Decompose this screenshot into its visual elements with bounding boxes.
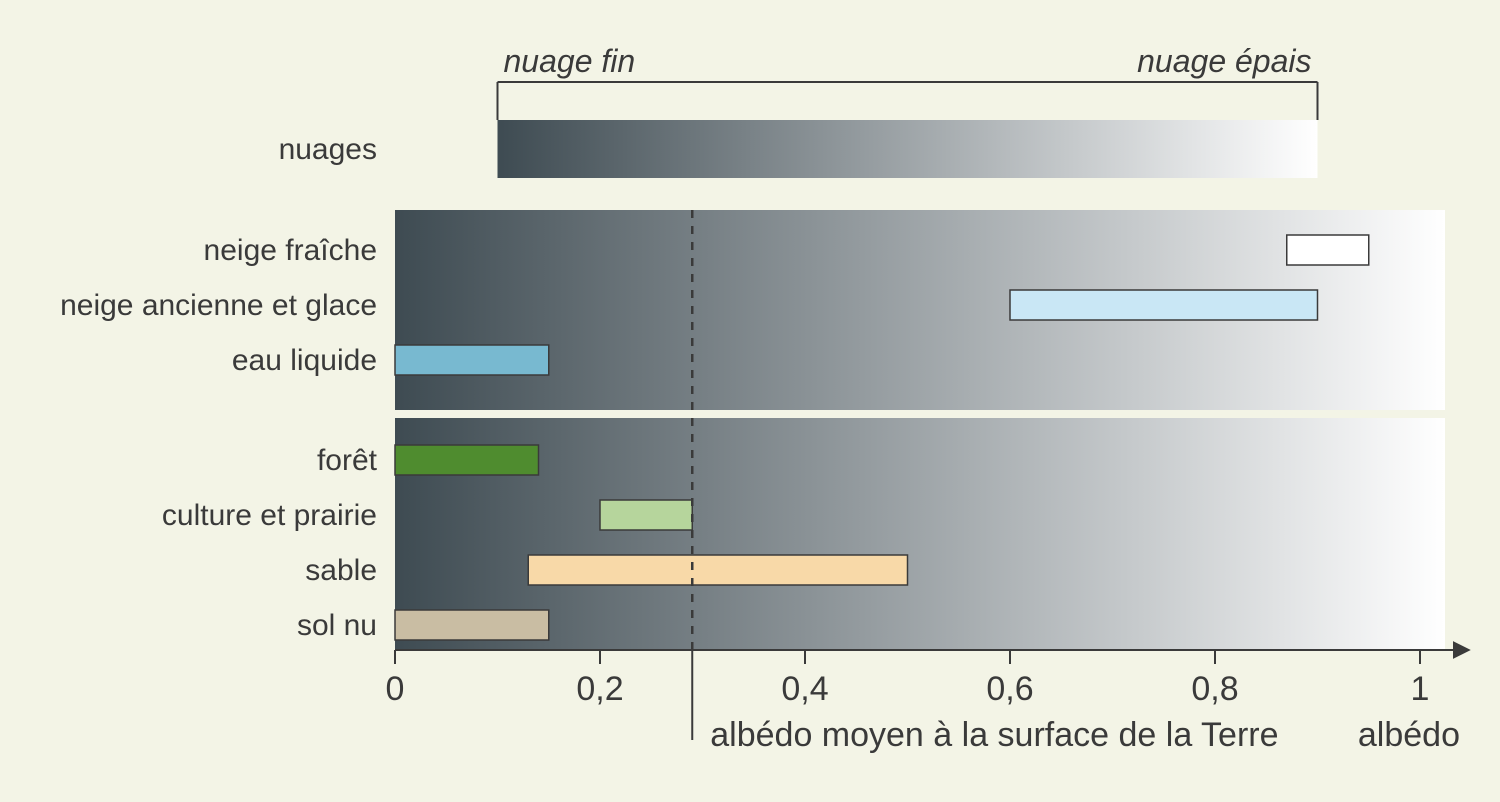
albedo-chart: nuages nuage fin nuage épais neige fraîc… bbox=[0, 0, 1500, 802]
panel-bottom bbox=[395, 418, 1445, 650]
bar-label-6: sol nu bbox=[297, 609, 377, 642]
cloud-ann-left: nuage fin bbox=[504, 43, 636, 79]
x-axis-title: albédo bbox=[1358, 716, 1460, 754]
mean-albedo-label: albédo moyen à la surface de la Terre bbox=[710, 716, 1278, 754]
cloud-ann-right: nuage épais bbox=[1137, 43, 1311, 79]
bar-3 bbox=[395, 445, 539, 475]
cloud-bar bbox=[498, 120, 1318, 178]
bar-label-5: sable bbox=[305, 554, 377, 587]
x-tick-label-5: 1 bbox=[1411, 670, 1430, 708]
bar-label-4: culture et prairie bbox=[162, 499, 377, 532]
bar-0 bbox=[1287, 235, 1369, 265]
bar-label-1: neige ancienne et glace bbox=[60, 289, 377, 322]
cloud-label: nuages bbox=[279, 133, 377, 166]
bar-4 bbox=[600, 500, 692, 530]
bar-label-3: forêt bbox=[317, 444, 378, 477]
bar-label-0: neige fraîche bbox=[204, 234, 377, 267]
bar-2 bbox=[395, 345, 549, 375]
x-tick-label-3: 0,6 bbox=[986, 670, 1033, 708]
x-tick-label-4: 0,8 bbox=[1191, 670, 1238, 708]
x-tick-label-1: 0,2 bbox=[576, 670, 623, 708]
bar-label-2: eau liquide bbox=[232, 344, 377, 377]
x-tick-label-2: 0,4 bbox=[781, 670, 828, 708]
bar-6 bbox=[395, 610, 549, 640]
x-tick-label-0: 0 bbox=[386, 670, 405, 708]
bar-1 bbox=[1010, 290, 1318, 320]
bar-5 bbox=[528, 555, 907, 585]
